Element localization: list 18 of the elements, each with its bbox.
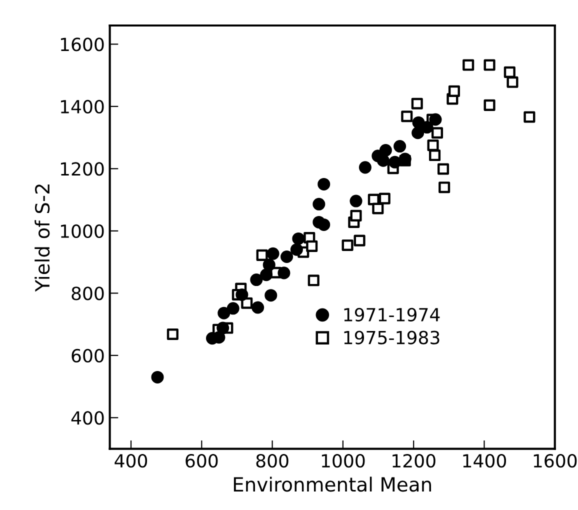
y-tick-label: 1400 — [60, 100, 104, 114]
legend-label: 1975-1983 — [344, 330, 440, 344]
y-tick-label: 1000 — [60, 224, 104, 238]
x-tick-label: 600 — [186, 454, 218, 468]
y-tick-label: 1200 — [60, 162, 104, 176]
x-tick-label: 1000 — [322, 454, 365, 468]
x-axis-title: Environmental Mean — [234, 476, 432, 492]
legend-label: 1971-1974 — [344, 308, 440, 322]
y-tick-label: 400 — [71, 411, 104, 425]
x-tick-label: 1600 — [534, 454, 577, 468]
y-axis-title: Yield of S-2 — [34, 184, 50, 292]
x-tick-label: 1400 — [463, 454, 506, 468]
x-tick-label: 1200 — [392, 454, 436, 468]
y-tick-label: 600 — [72, 348, 104, 363]
y-tick-label: 800 — [72, 286, 104, 300]
x-tick-label: 400 — [114, 454, 148, 468]
y-tick-label: 1600 — [60, 38, 104, 52]
x-tick-label: 800 — [256, 454, 288, 468]
